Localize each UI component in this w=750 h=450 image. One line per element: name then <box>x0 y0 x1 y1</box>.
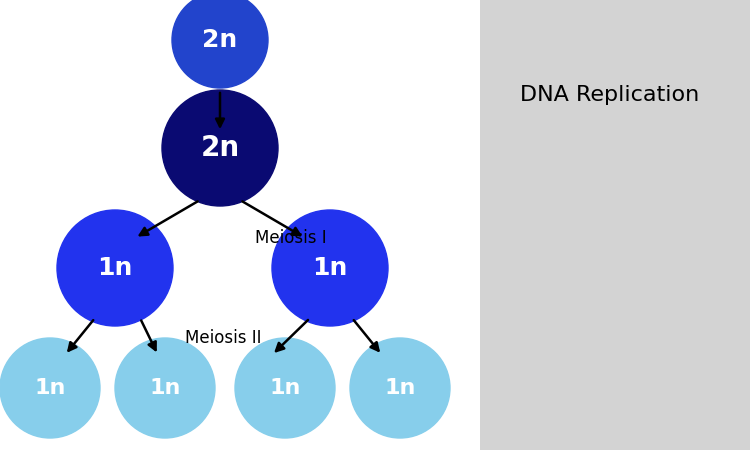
Circle shape <box>272 210 388 326</box>
Circle shape <box>235 338 335 438</box>
Circle shape <box>115 338 215 438</box>
Text: Meiosis II: Meiosis II <box>185 329 262 347</box>
Text: Meiosis I: Meiosis I <box>255 229 327 247</box>
Text: 2n: 2n <box>202 28 238 52</box>
Text: 1n: 1n <box>312 256 348 280</box>
Circle shape <box>162 90 278 206</box>
Circle shape <box>350 338 450 438</box>
Text: 1n: 1n <box>384 378 416 398</box>
Text: 1n: 1n <box>149 378 181 398</box>
Text: DNA Replication: DNA Replication <box>520 85 700 105</box>
Text: 1n: 1n <box>34 378 66 398</box>
Circle shape <box>172 0 268 88</box>
Text: 2n: 2n <box>200 134 239 162</box>
Text: 1n: 1n <box>98 256 133 280</box>
Circle shape <box>0 338 100 438</box>
Text: 1n: 1n <box>269 378 301 398</box>
Circle shape <box>57 210 173 326</box>
Bar <box>480 0 750 450</box>
